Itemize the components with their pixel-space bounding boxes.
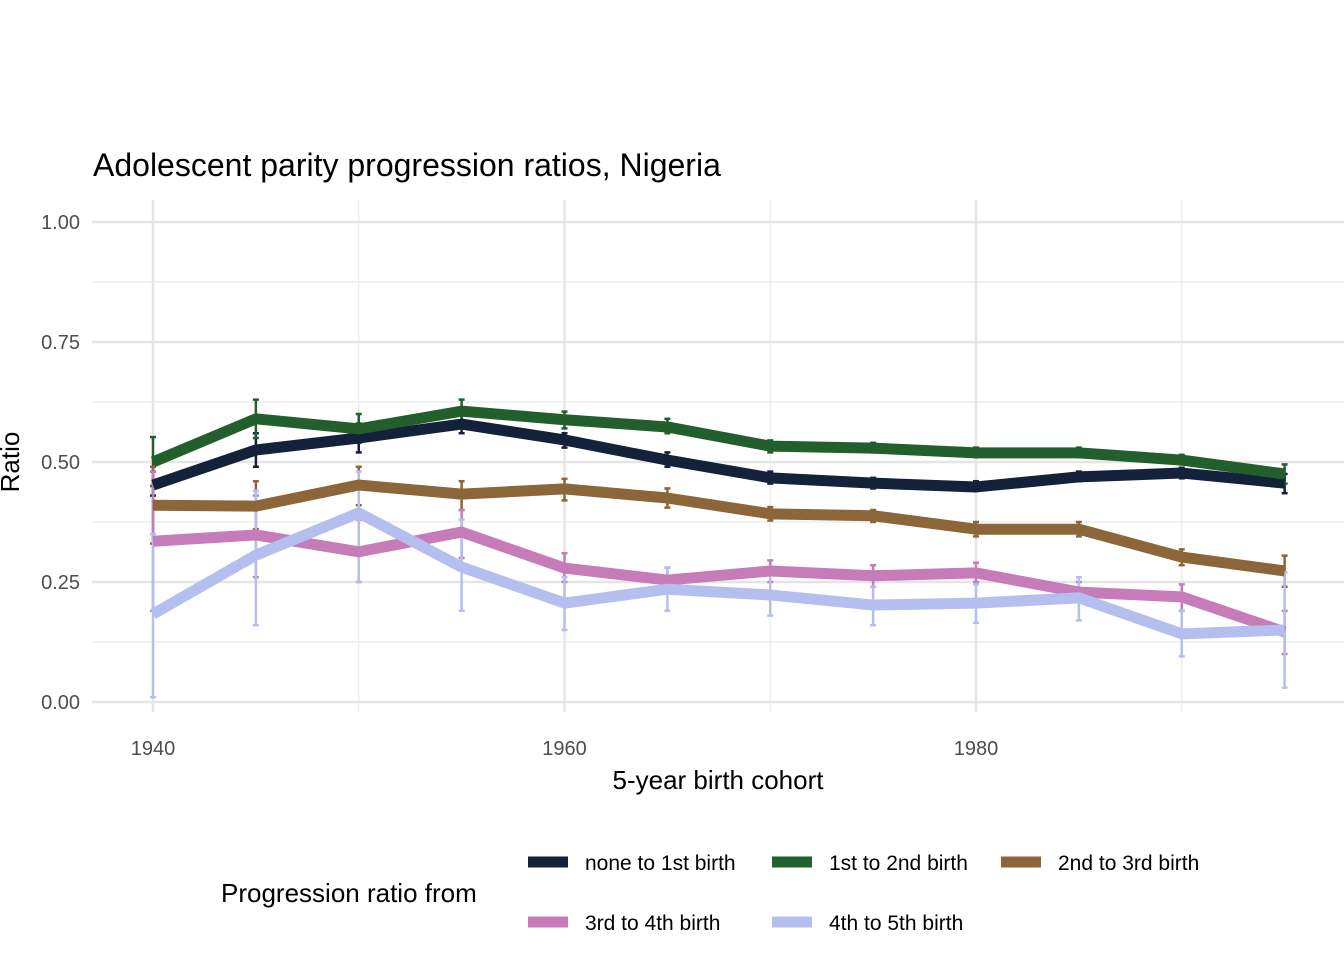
legend-label: 2nd to 3rd birth: [1058, 852, 1199, 875]
series-line: [152, 479, 1286, 577]
x-axis-label: 5-year birth cohort: [613, 765, 825, 795]
legend-title: Progression ratio from: [221, 878, 477, 908]
y-tick-label: 0.50: [41, 452, 80, 474]
series-line: [150, 507, 1285, 640]
legend-label: 1st to 2nd birth: [829, 852, 968, 875]
series-lines: [150, 405, 1287, 640]
legend-label: none to 1st birth: [585, 852, 736, 875]
series-line: [150, 405, 1286, 480]
y-tick-label: 1.00: [41, 212, 80, 234]
x-tick-label: 1940: [131, 738, 176, 760]
y-tick-label: 0.25: [41, 572, 80, 594]
series-line: [151, 418, 1286, 493]
chart-title: Adolescent parity progression ratios, Ni…: [93, 147, 721, 183]
series-line: [152, 526, 1287, 638]
x-tick-label: 1980: [954, 738, 999, 760]
y-axis-label: Ratio: [0, 432, 25, 493]
y-tick-label: 0.00: [41, 692, 80, 714]
legend: none to 1st birth 1st to 2nd birth 2nd to …: [528, 852, 1199, 935]
legend-label: 3rd to 4th birth: [585, 912, 720, 935]
x-tick-label: 1960: [542, 738, 587, 760]
tick-labels: 0.00 0.25 0.50 0.75 1.00 1940 1960 1980: [41, 212, 998, 760]
legend-label: 4th to 5th birth: [829, 912, 963, 935]
y-tick-label: 0.75: [41, 332, 80, 354]
